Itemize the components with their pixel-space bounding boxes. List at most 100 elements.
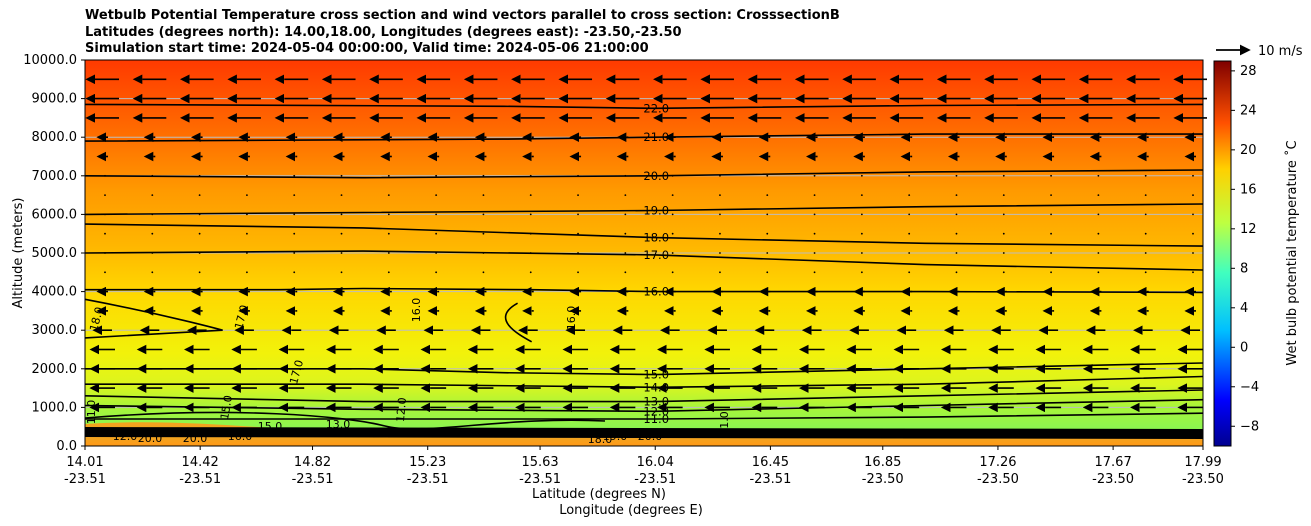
x-tick-label-lon: -23.50 xyxy=(1092,472,1134,487)
wind-vector xyxy=(104,232,106,235)
colorbar-tick-label: 12 xyxy=(1240,222,1257,237)
title-line-2: Latitudes (degrees north): 14.00,18.00, … xyxy=(85,24,682,40)
wind-vector xyxy=(104,174,106,177)
contour-label: 11.0 xyxy=(643,412,669,426)
colorbar-tick-label: 16 xyxy=(1240,182,1257,197)
wind-vector xyxy=(104,252,106,254)
y-tick-label: 0.0 xyxy=(56,439,77,454)
wind-vector xyxy=(435,271,438,274)
contour-line xyxy=(84,103,1204,110)
x-tick-label-lon: -23.50 xyxy=(862,472,904,487)
wind-vector xyxy=(1192,174,1194,177)
x-tick-label-lon: -23.51 xyxy=(179,472,221,487)
contour-line xyxy=(84,133,1203,142)
wind-vector xyxy=(1144,232,1147,235)
contour-line xyxy=(84,389,1204,403)
contour-label: 21.0 xyxy=(643,130,669,144)
wind-vector xyxy=(1050,232,1052,235)
contour-line xyxy=(84,411,606,430)
wind-vector xyxy=(293,194,296,197)
wind-vector xyxy=(340,174,343,177)
y-tick-label: 3000.0 xyxy=(32,323,78,338)
wind-vector xyxy=(766,213,769,216)
wind-vector xyxy=(860,213,863,216)
contour-label: 18.0 xyxy=(643,231,669,245)
contour-line xyxy=(84,250,1204,271)
x-tick-label-lon: -23.51 xyxy=(64,472,106,487)
contour-label: 1.0 xyxy=(718,411,731,429)
wind-vector xyxy=(671,232,674,235)
wind-vector xyxy=(246,271,248,274)
wind-vector xyxy=(529,213,532,216)
x-tick-label-lon: -23.51 xyxy=(634,472,676,487)
contour-label: 20.0 xyxy=(638,430,663,443)
colorbar-tick-label: 20 xyxy=(1240,143,1257,158)
contour-label: 22.0 xyxy=(643,101,669,115)
wind-vector xyxy=(293,174,296,177)
wind-vector xyxy=(387,213,390,216)
wind-vector xyxy=(1002,194,1005,197)
wind-vector xyxy=(340,194,343,197)
wind-vector xyxy=(671,194,674,197)
wind-vector xyxy=(435,232,438,235)
wind-vector xyxy=(151,174,154,177)
wind-vector xyxy=(719,194,721,197)
wind-vector xyxy=(482,174,485,177)
wind-vector xyxy=(1144,194,1147,197)
contour-label: 14.0 xyxy=(643,380,669,394)
wind-vector xyxy=(860,194,863,197)
wind-vector xyxy=(1097,194,1100,197)
wind-vector xyxy=(340,213,343,216)
x-tick-label-lon: -23.51 xyxy=(407,472,449,487)
contour-label: 15.0 xyxy=(258,420,283,433)
wind-vector xyxy=(955,213,958,216)
wind-vector xyxy=(1050,213,1052,216)
wind-vector xyxy=(198,232,201,235)
wind-vector xyxy=(104,194,106,197)
contour-line xyxy=(84,203,1204,216)
wind-vector xyxy=(198,194,201,197)
y-tick-label: 1000.0 xyxy=(32,400,78,415)
contour-label: 19.0 xyxy=(643,204,669,218)
wind-vector xyxy=(529,232,532,235)
contour-label: 16.0 xyxy=(410,298,423,323)
wind-vector xyxy=(671,174,674,177)
colorbar-tick-label: −8 xyxy=(1240,419,1259,434)
wind-vector xyxy=(387,194,390,197)
wind-vector xyxy=(624,232,627,235)
wind-vector xyxy=(435,252,438,254)
contour-label: 15.0 xyxy=(218,394,235,420)
wind-vector xyxy=(104,271,106,274)
contour-line xyxy=(84,298,223,339)
contour-line xyxy=(84,223,1204,247)
wind-vector xyxy=(482,232,485,235)
y-tick-label: 6000.0 xyxy=(32,207,78,222)
wind-vector xyxy=(908,271,911,274)
x-tick-label-lon: -23.50 xyxy=(1182,472,1224,487)
y-tick-label: 9000.0 xyxy=(32,92,78,107)
wind-vector xyxy=(1192,213,1194,216)
wind-vector xyxy=(577,174,579,177)
colorbar-tick-label: 28 xyxy=(1240,64,1257,79)
x-tick-label-lon: -23.51 xyxy=(519,472,561,487)
y-tick-label: 7000.0 xyxy=(32,169,78,184)
wind-vector xyxy=(1050,252,1052,254)
wind-vector xyxy=(104,213,106,216)
wind-vector xyxy=(955,174,958,177)
x-tick-label-lat: 17.67 xyxy=(1095,455,1132,470)
surface-contour-cluster xyxy=(84,427,1204,439)
wind-vector xyxy=(577,232,579,235)
wind-vector xyxy=(1097,213,1100,216)
wind-vector xyxy=(435,194,438,197)
wind-vector xyxy=(908,252,911,254)
wind-vector xyxy=(860,174,863,177)
wind-vector xyxy=(1097,271,1100,274)
wind-vector xyxy=(1144,271,1147,274)
wind-vector xyxy=(908,232,911,235)
wind-vector xyxy=(624,213,627,216)
wind-vector xyxy=(577,252,579,254)
y-tick-label: 10000.0 xyxy=(23,53,77,68)
wind-vector xyxy=(482,252,485,254)
wind-vector xyxy=(908,174,911,177)
wind-vector xyxy=(151,252,154,254)
